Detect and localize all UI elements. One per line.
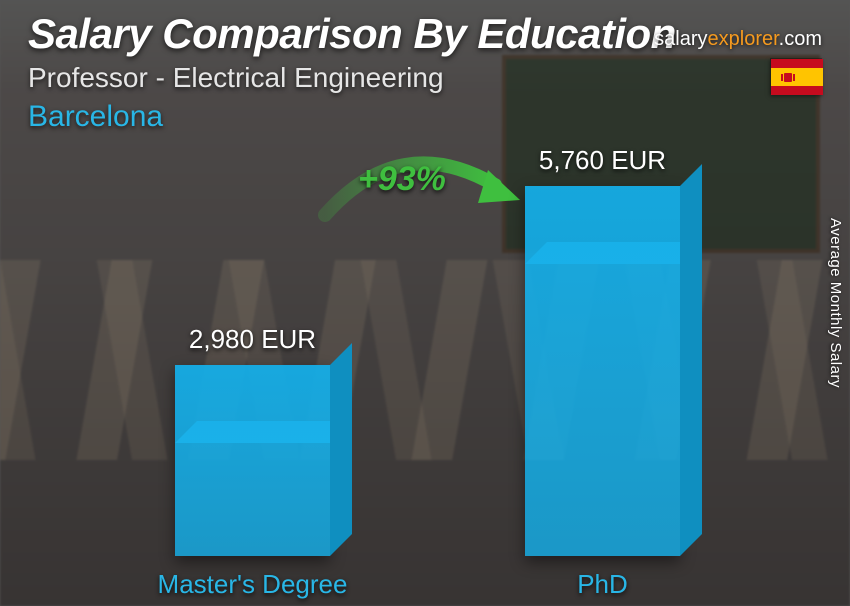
bar-value-label: 5,760 EUR: [525, 145, 680, 176]
bar-value-label: 2,980 EUR: [175, 324, 330, 355]
bar-masters: 2,980 EUR Master's Degree: [175, 324, 330, 556]
bar-shape: [175, 365, 330, 556]
bar-phd: 5,760 EUR PhD: [525, 145, 680, 556]
bar-shape: [525, 186, 680, 556]
bar-chart: 2,980 EUR Master's Degree 5,760 EUR PhD: [0, 0, 850, 606]
bar-category-label: PhD: [577, 569, 628, 600]
infographic: Salary Comparison By Education Professor…: [0, 0, 850, 606]
bar-category-label: Master's Degree: [158, 569, 348, 600]
